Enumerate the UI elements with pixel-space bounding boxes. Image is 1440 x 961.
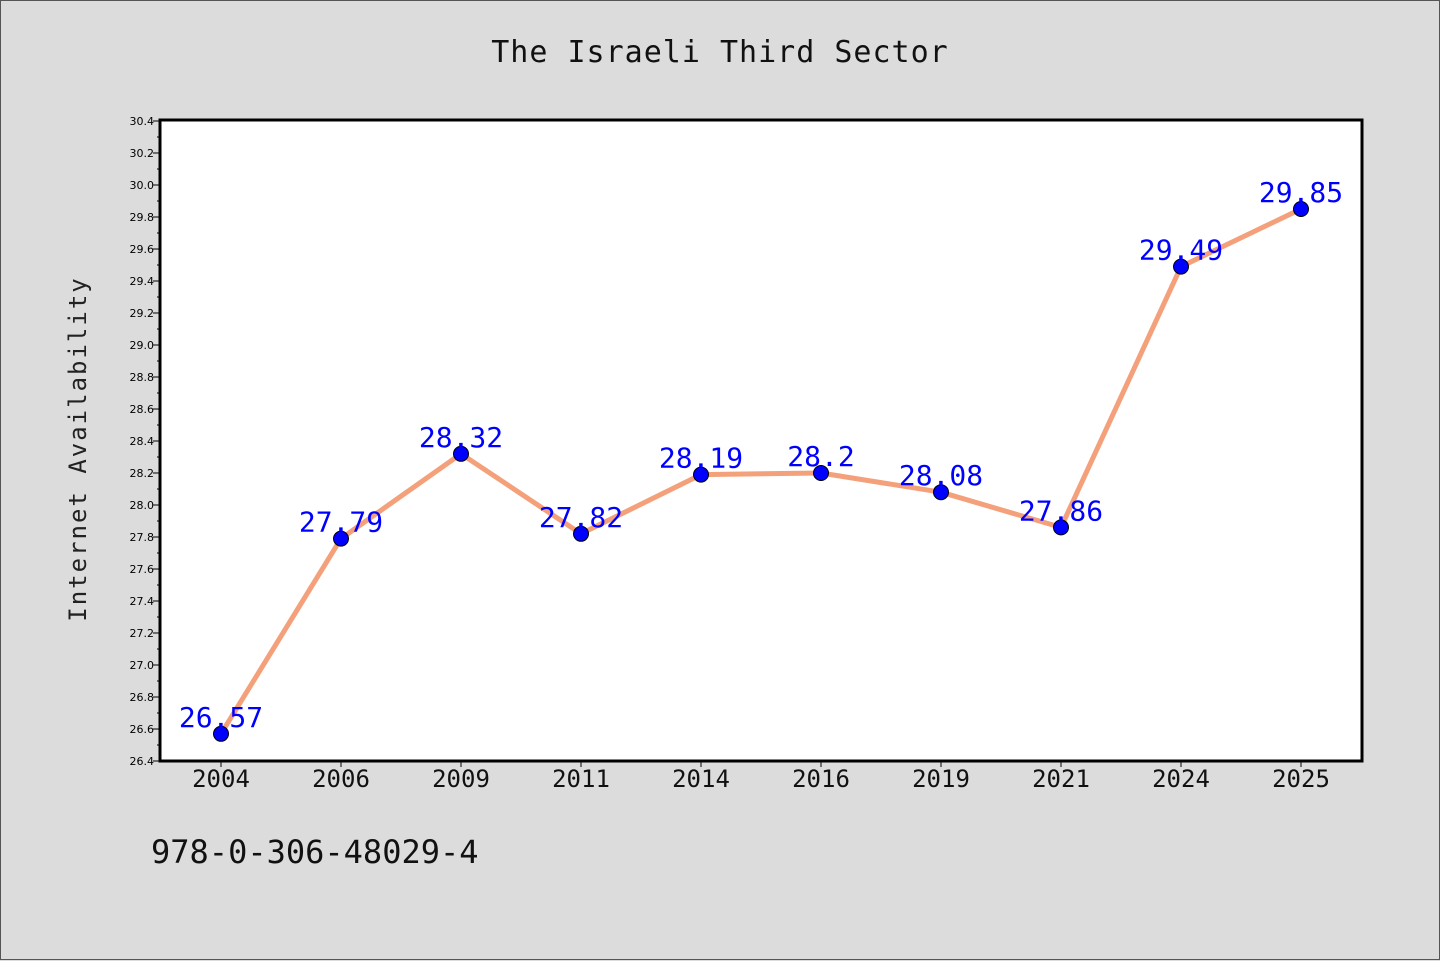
y-tick-label: 27.8 <box>130 531 155 544</box>
y-tick-label: 28.8 <box>130 371 155 384</box>
data-point <box>1293 201 1309 217</box>
y-tick-label: 28.2 <box>130 467 155 480</box>
data-label: 28.32 <box>419 421 503 454</box>
data-label: 27.86 <box>1019 494 1103 527</box>
y-tick-label: 27.0 <box>130 659 155 672</box>
x-axis: 2004 2006 2009 2011 2014 2016 2019 2021 2024 2025 <box>192 761 1330 793</box>
data-point <box>1053 519 1069 536</box>
y-tick-label: 26.8 <box>130 691 155 704</box>
data-label: 28.2 <box>787 440 854 473</box>
y-tick-label: 30.4 <box>130 115 155 128</box>
data-label: 29.49 <box>1139 234 1223 267</box>
x-tick-label: 2019 <box>912 765 970 793</box>
y-tick-label: 29.8 <box>130 211 155 224</box>
data-point <box>693 466 709 483</box>
x-tick-label: 2025 <box>1272 765 1330 793</box>
y-tick-label: 30.0 <box>130 179 155 192</box>
x-tick-label: 2009 <box>432 765 490 793</box>
y-tick-label: 28.6 <box>130 403 155 416</box>
footer-code: 978-0-306-48029-4 <box>151 833 479 871</box>
markers-group <box>213 201 1309 742</box>
x-tick-label: 2014 <box>672 765 730 793</box>
y-tick-label: 27.4 <box>130 595 155 608</box>
data-label: 27.82 <box>539 501 623 534</box>
y-tick-label: 28.4 <box>130 435 155 448</box>
data-label: 28.08 <box>899 459 983 492</box>
y-tick-label: 29.4 <box>130 275 155 288</box>
data-point <box>933 484 949 501</box>
y-tick-label: 29.0 <box>130 339 155 352</box>
y-tick-label: 29.6 <box>130 243 155 256</box>
plot-area <box>158 118 1364 763</box>
series-line-group <box>218 206 1304 737</box>
y-tick-label: 28.0 <box>130 499 155 512</box>
y-tick-label: 26.4 <box>130 755 155 768</box>
y-tick-label: 27.2 <box>130 627 155 640</box>
data-point <box>453 445 469 462</box>
data-label: 26.57 <box>179 701 263 734</box>
data-label: 28.19 <box>659 442 743 475</box>
data-point <box>333 530 349 547</box>
x-tick-label: 2024 <box>1152 765 1210 793</box>
data-label: 27.79 <box>299 506 383 539</box>
y-tick-label: 27.6 <box>130 563 155 576</box>
data-label: 29.85 <box>1259 176 1343 209</box>
data-point <box>813 465 829 481</box>
data-point <box>573 525 589 542</box>
y-tick-label: 30.2 <box>130 147 155 160</box>
y-axis: 26.4 26.6 26.8 27.0 27.2 27.4 27.6 27.8 28.0 28.2… <box>130 115 161 768</box>
chart-title: The Israeli Third Sector <box>491 35 949 70</box>
x-tick-label: 2016 <box>792 765 850 793</box>
x-tick-label: 2011 <box>552 765 610 793</box>
x-tick-label: 2006 <box>312 765 370 793</box>
data-labels-group: 26.57 27.79 28.32 27.82 28.19 28.2 28.08 27.86 2… <box>179 176 1343 734</box>
y-tick-label: 29.2 <box>130 307 155 320</box>
x-tick-label: 2021 <box>1032 765 1090 793</box>
data-point <box>1173 258 1189 275</box>
y-tick-label: 26.6 <box>130 723 155 736</box>
data-point <box>213 725 229 742</box>
x-tick-label: 2004 <box>192 765 250 793</box>
series-line <box>218 206 1304 737</box>
